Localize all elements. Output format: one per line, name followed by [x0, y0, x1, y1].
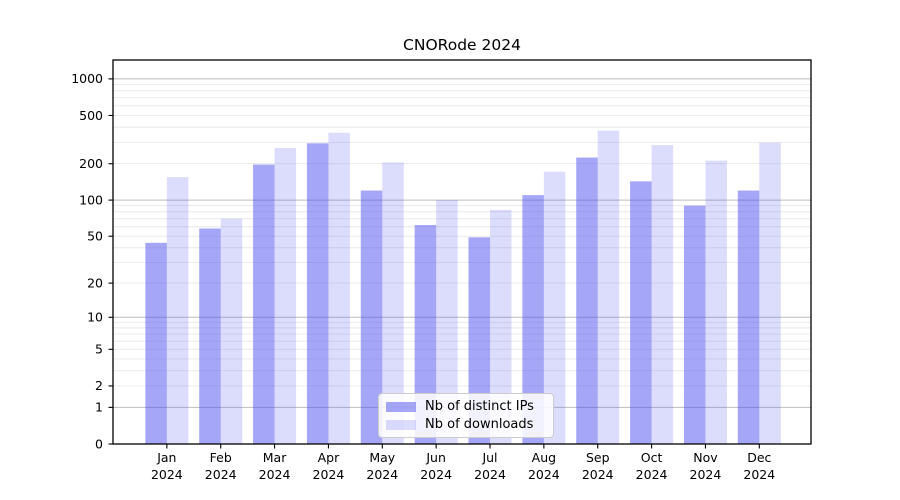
x-tick-label-year: 2024	[151, 467, 183, 482]
bar-downloads	[651, 145, 674, 444]
bar-downloads	[328, 132, 350, 444]
x-tick-label-year: 2024	[259, 467, 291, 482]
bar-distinct-ips	[630, 181, 652, 444]
x-tick-label-month: Jun	[425, 450, 446, 465]
legend-swatch-distinct-ips	[386, 402, 416, 412]
bar-distinct-ips	[683, 205, 706, 444]
x-tick-label-month: Aug	[532, 450, 556, 465]
bar-downloads	[759, 142, 781, 444]
bar-downloads	[166, 177, 189, 444]
x-tick-label-year: 2024	[313, 467, 345, 482]
y-tick-label: 500	[79, 108, 103, 123]
bar-downloads	[382, 162, 404, 444]
x-tick-label-year: 2024	[528, 467, 560, 482]
legend: Nb of distinct IPs Nb of downloads	[378, 393, 554, 438]
x-tick-label-year: 2024	[582, 467, 614, 482]
y-tick-label: 200	[79, 156, 103, 171]
bar-downloads	[490, 209, 512, 444]
x-tick-label-year: 2024	[690, 467, 722, 482]
x-tick-label-month: Sep	[586, 450, 610, 465]
chart-title: CNORode 2024	[403, 36, 521, 54]
bar-downloads	[436, 200, 458, 444]
bar-downloads	[597, 130, 620, 445]
legend-label-downloads: Nb of downloads	[425, 417, 534, 432]
x-tick-label-year: 2024	[474, 467, 506, 482]
bar-downloads	[543, 171, 566, 444]
x-tick-label-month: May	[369, 450, 395, 465]
x-tick-label-month: Jan	[156, 450, 176, 465]
legend-entry-distinct-ips: Nb of distinct IPs	[386, 399, 544, 415]
x-tick-label-year: 2024	[636, 467, 668, 482]
y-tick-label: 2	[95, 378, 103, 393]
legend-label-distinct-ips: Nb of distinct IPs	[425, 399, 534, 414]
bar-distinct-ips	[253, 164, 275, 444]
bar-downloads	[220, 218, 243, 444]
bar-distinct-ips	[306, 143, 329, 444]
y-tick-label: 1	[95, 400, 103, 415]
y-tick-label: 100	[79, 192, 103, 207]
y-tick-label: 5	[95, 342, 103, 357]
x-tick-label-month: Oct	[641, 450, 663, 465]
x-tick-label-year: 2024	[205, 467, 237, 482]
bar-distinct-ips	[576, 157, 598, 445]
bar-distinct-ips	[199, 228, 221, 444]
x-tick-label-year: 2024	[420, 467, 452, 482]
x-tick-label-month: Mar	[263, 450, 287, 465]
x-tick-label-month: Dec	[747, 450, 771, 465]
x-tick-label-month: Nov	[693, 450, 718, 465]
x-tick-label-month: Jul	[481, 450, 497, 465]
x-tick-label-month: Feb	[210, 450, 232, 465]
bar-downloads	[705, 160, 727, 445]
y-tick-label: 50	[87, 229, 103, 244]
y-tick-label: 0	[95, 436, 103, 451]
legend-swatch-downloads	[386, 420, 416, 430]
y-tick-label: 20	[87, 275, 103, 290]
bar-downloads	[274, 147, 297, 444]
x-tick-label-year: 2024	[366, 467, 398, 482]
bar-distinct-ips	[468, 237, 491, 444]
bar-distinct-ips	[737, 190, 760, 444]
x-tick-label-month: Apr	[318, 450, 340, 465]
y-tick-label: 1000	[71, 71, 103, 86]
bar-distinct-ips	[414, 225, 437, 444]
legend-entry-downloads: Nb of downloads	[386, 417, 544, 433]
y-tick-label: 10	[87, 310, 103, 325]
bar-distinct-ips	[145, 242, 167, 444]
axis-frame	[112, 59, 812, 445]
bar-distinct-ips	[360, 190, 383, 444]
x-tick-label-year: 2024	[743, 467, 775, 482]
bar-distinct-ips	[522, 195, 544, 444]
